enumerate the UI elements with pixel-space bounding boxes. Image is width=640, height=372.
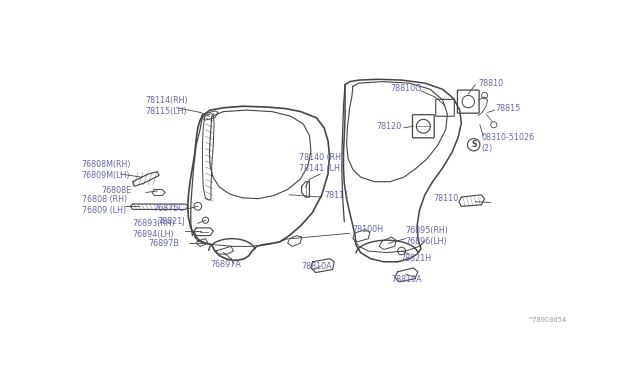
Text: 76808M(RH)
76809M(LH): 76808M(RH) 76809M(LH) (81, 160, 131, 180)
Text: 78815: 78815 (495, 104, 521, 113)
Text: 76897A: 76897A (210, 260, 241, 269)
Text: 76875C: 76875C (154, 204, 184, 213)
Text: 78110: 78110 (433, 194, 458, 203)
Text: 76893(RH)
76894(LH): 76893(RH) 76894(LH) (132, 219, 175, 240)
Text: 78120: 78120 (376, 122, 401, 131)
Text: 78810G: 78810G (390, 84, 421, 93)
Text: 76808 (RH)
76809 (LH): 76808 (RH) 76809 (LH) (81, 195, 127, 215)
Text: 08310-51026
(2): 08310-51026 (2) (481, 133, 534, 153)
Text: 78810A: 78810A (392, 275, 422, 284)
Text: 78140 (RH)
78141 (LH): 78140 (RH) 78141 (LH) (298, 153, 344, 173)
Text: 78111: 78111 (324, 191, 349, 200)
Text: 78821J: 78821J (157, 217, 185, 226)
Text: 76895(RH)
76896(LH): 76895(RH) 76896(LH) (406, 225, 449, 246)
Text: 76808E: 76808E (102, 186, 132, 195)
Text: 76897B: 76897B (148, 239, 179, 248)
Text: 78810A: 78810A (301, 262, 332, 271)
Text: 78100H: 78100H (353, 225, 384, 234)
Text: 78114(RH)
78115(LH): 78114(RH) 78115(LH) (146, 96, 189, 116)
Text: 78821H: 78821H (401, 254, 432, 263)
Text: 78810: 78810 (478, 78, 504, 88)
Text: ^780C0054: ^780C0054 (529, 317, 566, 323)
Text: S: S (471, 140, 476, 149)
